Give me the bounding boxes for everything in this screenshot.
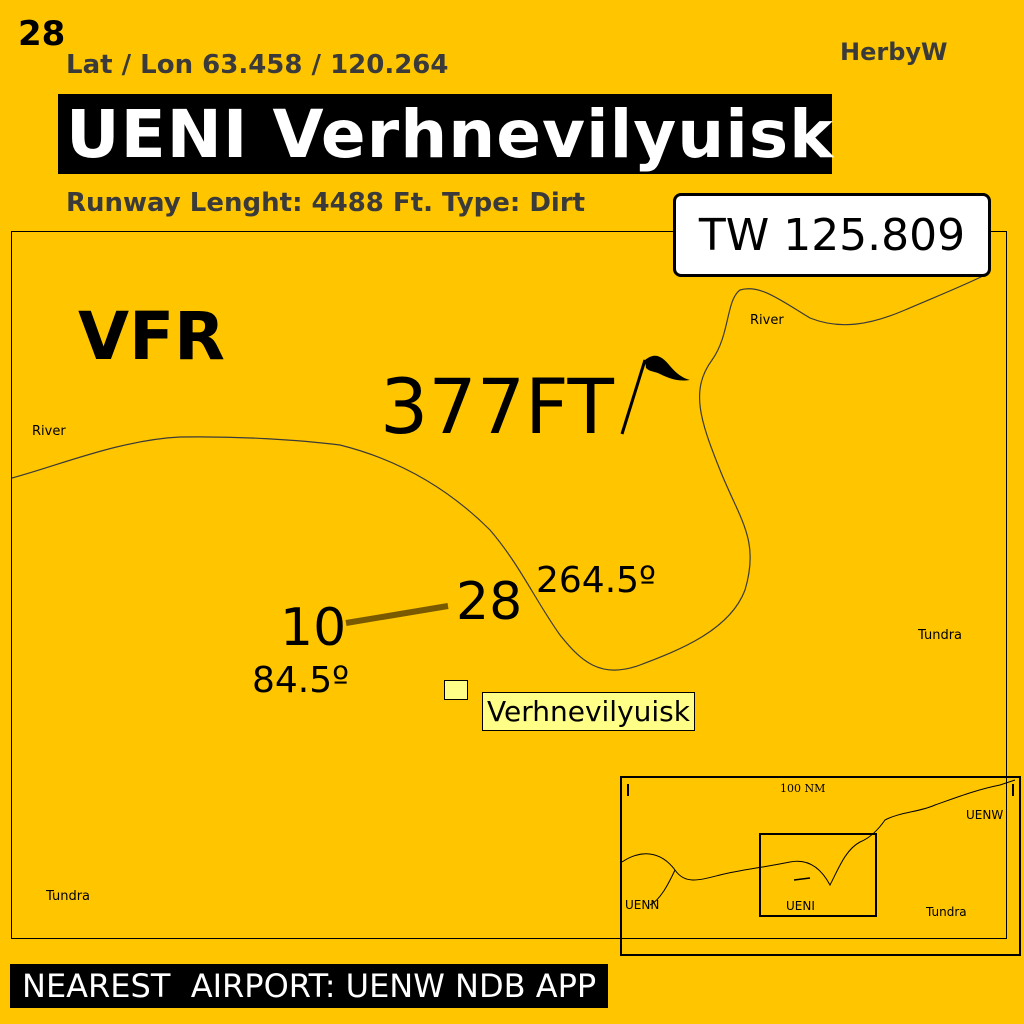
runway-end-28: 28 — [456, 572, 523, 632]
flight-rules-label: VFR — [78, 298, 225, 375]
runway-line — [345, 603, 449, 626]
label-river-left: River — [32, 424, 66, 439]
tower-frequency: TW 125.809 — [673, 193, 991, 277]
label-tundra-right: Tundra — [918, 628, 963, 643]
label-tundra-bottom: Tundra — [46, 889, 91, 904]
inset-scale-label: 100 NM — [780, 782, 826, 795]
nearest-airport-text: NEAREST AIRPORT: UENW NDB APP — [22, 967, 597, 1005]
inset-airport-ueni: UENI — [786, 899, 815, 913]
runway-heading-west: 84.5º — [252, 660, 350, 701]
inset-map — [620, 776, 1021, 956]
inset-airport-uenn: UENN — [625, 898, 660, 912]
airport-title: UENI Verhnevilyuisk — [66, 96, 835, 173]
town-marker-icon — [444, 680, 468, 700]
title-background — [58, 94, 832, 174]
river-line — [11, 274, 986, 671]
page-number: 28 — [18, 14, 66, 54]
inset-terrain-label: Tundra — [926, 905, 967, 919]
label-river-top: River — [750, 313, 784, 328]
author: HerbyW — [840, 38, 948, 66]
coordinates: Lat / Lon 63.458 / 120.264 — [66, 50, 449, 80]
runway-end-10: 10 — [280, 598, 347, 658]
map-frame — [11, 231, 1007, 939]
nearest-airport-bar: NEAREST AIRPORT: UENW NDB APP — [10, 964, 609, 1008]
runway-info: Runway Lenght: 4488 Ft. Type: Dirt — [66, 188, 586, 218]
runway-heading-east: 264.5º — [536, 560, 657, 601]
inset-airport-uenw: UENW — [966, 808, 1004, 822]
field-elevation: 377FT — [380, 362, 614, 451]
windsock-icon — [620, 355, 690, 435]
town-label: Verhnevilyuisk — [482, 692, 695, 731]
